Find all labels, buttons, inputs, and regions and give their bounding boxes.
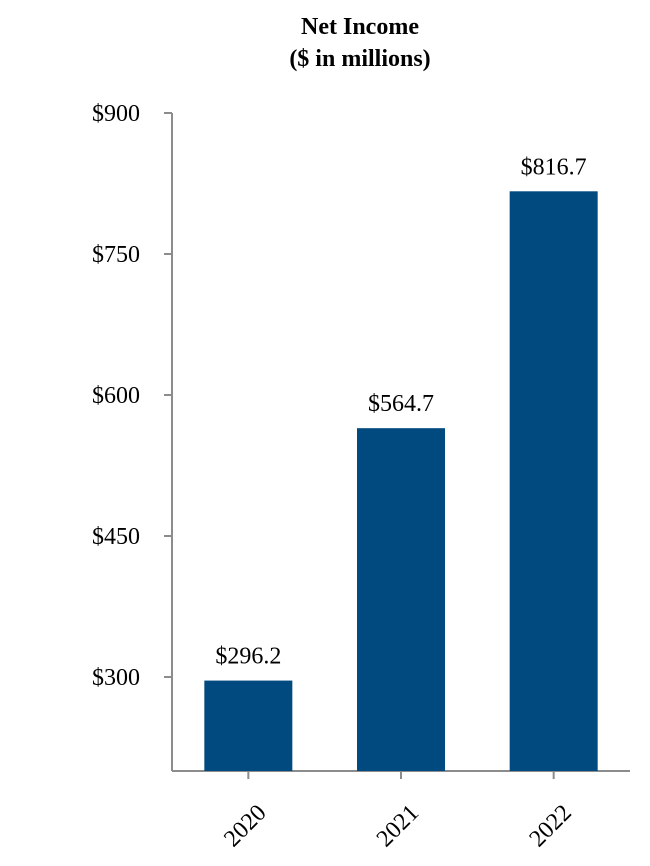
- x-tick-label: 2021: [372, 800, 424, 852]
- x-axis: 2020 2021 2022: [172, 770, 630, 852]
- x-tick-label: 2022: [525, 800, 577, 852]
- y-axis: $300 $450 $600 $750 $900: [92, 101, 173, 771]
- y-tick-label: $300: [92, 665, 140, 691]
- chart-subtitle: ($ in millions): [289, 46, 431, 72]
- bar-2021: [357, 428, 445, 771]
- y-tick-label: $750: [92, 242, 140, 268]
- bar-2022: [509, 191, 598, 771]
- y-tick-label: $900: [92, 101, 140, 127]
- y-tick-label: $600: [92, 383, 140, 409]
- data-label: $296.2: [215, 644, 281, 670]
- chart-title: Net Income: [301, 14, 419, 40]
- y-tick-label: $450: [92, 524, 140, 550]
- x-tick-label: 2020: [219, 800, 271, 852]
- bars: $296.2 $564.7 $816.7: [204, 154, 598, 771]
- bar-2020: [204, 680, 293, 771]
- data-label: $816.7: [521, 154, 587, 180]
- data-label: $564.7: [368, 391, 434, 417]
